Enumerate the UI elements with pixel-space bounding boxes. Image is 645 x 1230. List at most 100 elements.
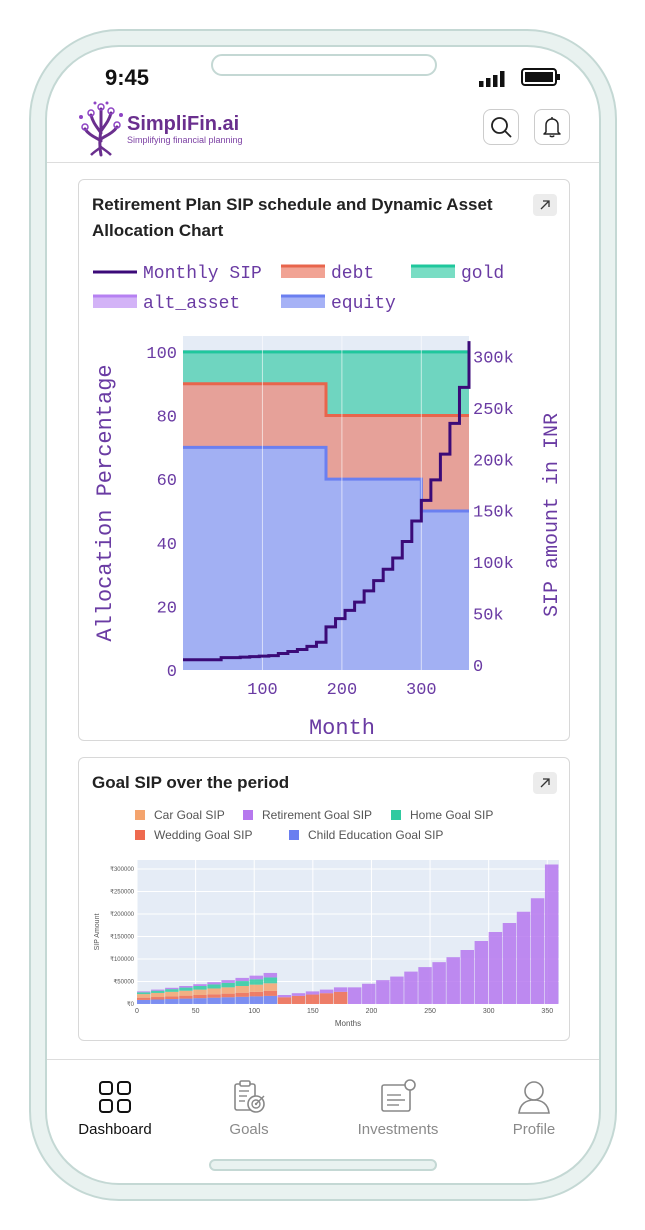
legend-label: Car Goal SIP	[154, 808, 225, 822]
bar-segment	[235, 977, 249, 982]
bar-segment	[207, 982, 221, 985]
search-button[interactable]	[483, 109, 519, 145]
bar-segment	[362, 983, 376, 1004]
bar-segment	[516, 911, 531, 1004]
y-axis-title: Allocation Percentage	[93, 364, 118, 641]
x-tick-label: 100	[248, 1008, 260, 1015]
bar-segment	[137, 999, 151, 1004]
bar-segment	[207, 988, 221, 995]
arrow-up-right-icon	[540, 200, 550, 210]
bar-segment	[151, 999, 165, 1004]
y-tick-label: 0	[167, 663, 177, 682]
legend-label: Home Goal SIP	[410, 808, 493, 822]
x-tick-label: 50	[192, 1008, 200, 1015]
card-title-line2: Allocation Chart	[92, 221, 224, 240]
brand-tagline: Simplifying financial planning	[127, 135, 243, 145]
bar-segment	[502, 923, 517, 1004]
nav-dashboard[interactable]: Dashboard	[55, 1078, 175, 1138]
bar-segment	[263, 972, 278, 978]
bar-segment	[418, 967, 432, 1004]
bar-segment	[249, 991, 263, 997]
legend-swatch	[135, 810, 145, 820]
bar-segment	[137, 997, 151, 1000]
y-tick-label: ₹100000	[110, 956, 135, 963]
app-header: SimpliFin.ai Simplifying financial plann…	[47, 97, 599, 163]
bar-segment	[474, 941, 489, 1004]
nav-investments[interactable]: Investments	[338, 1078, 458, 1138]
bar-segment	[193, 998, 207, 1004]
bar-segment	[376, 980, 390, 1004]
nav-goals[interactable]: Goals	[189, 1078, 309, 1138]
notifications-button[interactable]	[534, 109, 570, 145]
allocation-chart: Monthly SIP debt gold alt_asset equity 0 20 40 6…	[93, 264, 564, 736]
y2-tick-label: 100k	[473, 555, 514, 574]
bar-segment	[193, 986, 207, 990]
x-axis-title: Month	[309, 716, 375, 736]
y-tick-label: ₹300000	[110, 866, 135, 873]
legend-label: alt_asset	[143, 294, 240, 314]
allocation-chart-card: Retirement Plan SIP schedule and Dynamic…	[78, 179, 570, 741]
sip-line	[183, 341, 471, 662]
x-tick-label: 200	[366, 1008, 378, 1015]
goals-icon	[234, 1080, 265, 1113]
bar-segment	[179, 998, 193, 1004]
bar-segment	[235, 981, 249, 986]
bar-segment	[165, 996, 179, 1000]
bar-segment	[277, 995, 292, 998]
bar-segment	[165, 987, 179, 990]
bar-segment	[263, 983, 278, 991]
phone-screen: 9:45 SimpliFin.ai S	[45, 45, 601, 1185]
bell-icon	[543, 117, 561, 138]
status-time: 9:45	[105, 65, 150, 90]
bar-segment	[319, 989, 334, 994]
bar-segment	[193, 995, 207, 999]
y2-tick-label: 200k	[473, 452, 514, 471]
legend-swatch	[135, 830, 145, 840]
expand-button[interactable]	[533, 194, 557, 216]
bar-segment	[249, 996, 263, 1004]
bar-segment	[179, 995, 193, 999]
y2-tick-label: 300k	[473, 350, 514, 369]
legend-label: Monthly SIP	[143, 264, 262, 284]
bar-segment	[333, 991, 348, 1004]
nav-profile[interactable]: Profile	[474, 1078, 594, 1138]
legend-label: debt	[331, 264, 374, 284]
bar-segment	[249, 975, 263, 980]
legend-swatch	[281, 296, 325, 308]
expand-button[interactable]	[533, 772, 557, 794]
x-tick-label: 300	[483, 1008, 495, 1015]
nav-label: Goals	[229, 1121, 269, 1138]
bar-segment	[488, 932, 503, 1004]
bar-segment	[291, 995, 306, 1004]
bar-segment	[179, 990, 193, 996]
x-tick-label: 350	[541, 1008, 553, 1015]
goal-sip-chart: Car Goal SIP Retirement Goal SIP Home Goal…	[94, 808, 559, 1028]
bar-segment	[179, 987, 193, 991]
y2-tick-label: 150k	[473, 504, 514, 523]
bar-segment	[207, 984, 221, 989]
bar-segment	[137, 991, 151, 993]
bar-segment	[165, 989, 179, 992]
y-axis-title: SIP Amount	[94, 914, 101, 951]
home-indicator	[209, 1159, 437, 1171]
nav-label: Profile	[512, 1121, 556, 1138]
arrow-up-right-icon	[540, 778, 550, 788]
legend-label: gold	[461, 264, 504, 284]
card-title: Goal SIP over the period	[92, 773, 290, 792]
bar-segment	[530, 898, 545, 1004]
bar-segment	[137, 992, 151, 995]
y2-axis-title: SIP amount in INR	[541, 413, 564, 617]
nav-label: Investments	[357, 1121, 439, 1138]
bar-segment	[460, 950, 474, 1004]
legend-label: equity	[331, 294, 396, 314]
search-icon	[491, 117, 512, 138]
dashboard-icon	[99, 1081, 131, 1113]
legend-label: Child Education Goal SIP	[308, 828, 443, 842]
bar-segment	[249, 979, 263, 985]
y-tick-label: ₹250000	[110, 889, 135, 896]
bar-segment	[221, 987, 235, 994]
bar-segment	[305, 991, 320, 995]
brand-logo[interactable]: SimpliFin.ai Simplifying financial plann…	[77, 101, 267, 157]
nav-label: Dashboard	[78, 1121, 152, 1138]
brand-name: SimpliFin.ai	[127, 113, 240, 135]
